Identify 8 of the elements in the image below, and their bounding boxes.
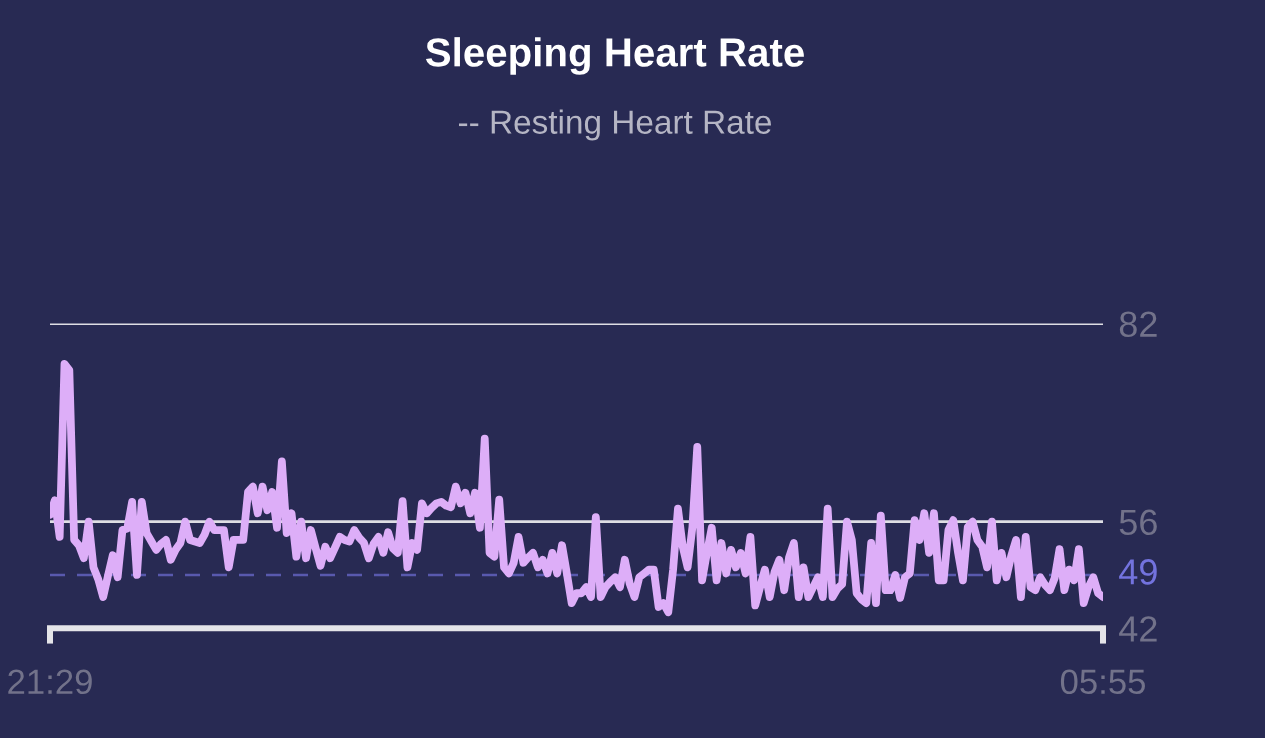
ref-line-label: 49 — [1119, 559, 1157, 585]
y-tick-label: 42 — [1119, 616, 1157, 642]
x-tick-label: 21:29 — [8, 669, 92, 695]
y-tick-label: 56 — [1119, 509, 1157, 536]
x-tick-label: 05:55 — [1060, 669, 1145, 695]
y-tick-label: 82 — [1119, 311, 1157, 338]
chart-subtitle: -- Resting Heart Rate — [459, 109, 771, 141]
chart-title: Sleeping Heart Rate — [425, 37, 804, 75]
